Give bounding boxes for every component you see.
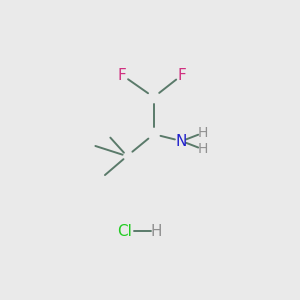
Text: Cl: Cl: [117, 224, 132, 239]
Text: H: H: [197, 142, 208, 156]
Text: H: H: [150, 224, 162, 239]
Text: H: H: [197, 126, 208, 140]
Text: F: F: [177, 68, 186, 83]
Text: F: F: [118, 68, 127, 83]
Text: N: N: [176, 134, 187, 148]
